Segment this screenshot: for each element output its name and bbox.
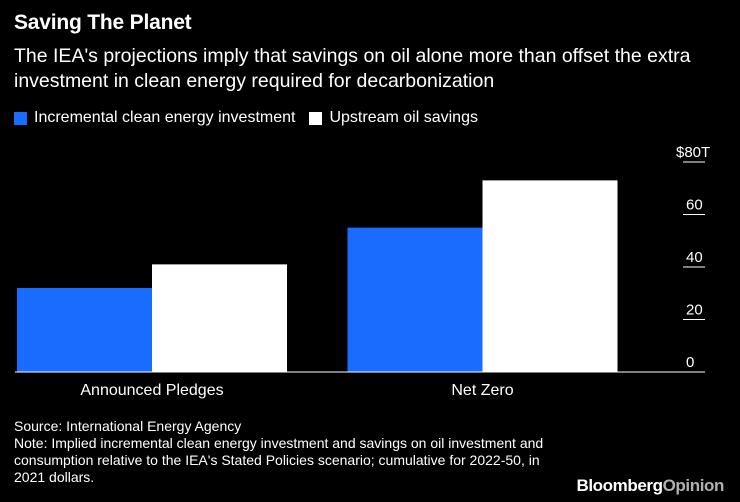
brand-opinion: Opinion [662, 476, 725, 495]
methodology-note: Note: Implied incremental clean energy i… [14, 435, 544, 485]
y-tick-label-80: $80T [676, 144, 710, 161]
y-tick-label-0: 0 [686, 354, 694, 371]
chart-subtitle: The IEA's projections imply that savings… [14, 45, 691, 92]
legend-item-clean-energy: Incremental clean energy investment [14, 109, 295, 127]
legend-swatch-oil-savings [309, 111, 323, 125]
legend-swatch-clean-energy [14, 111, 27, 125]
legend-label-clean-energy: Incremental clean energy investment [34, 109, 296, 126]
bar-clean-energy-net-zero [347, 227, 483, 372]
brand-logo: BloombergOpinion [576, 476, 724, 496]
legend-label-oil-savings: Upstream oil savings [329, 109, 478, 126]
legend-item-oil-savings: Upstream oil savings [309, 109, 478, 127]
footer: Source: International Energy Agency Note… [14, 418, 574, 486]
bar-clean-energy-announced-pledges [17, 288, 152, 372]
chart-title: Saving The Planet [14, 11, 192, 34]
bar-oil-savings-announced-pledges [152, 264, 287, 372]
x-category-label-net-zero: Net Zero [451, 382, 513, 399]
y-tick-label-40: 40 [686, 249, 703, 266]
y-tick-label-60: 60 [686, 197, 703, 214]
bar-oil-savings-net-zero [482, 180, 618, 372]
y-tick-label-20: 20 [686, 302, 703, 319]
legend: Incremental clean energy investment Upst… [14, 109, 492, 127]
x-category-label-announced-pledges: Announced Pledges [80, 382, 223, 399]
bar-chart: 0 20 40 60 $80T Announced Pledges Net Zero [15, 144, 710, 399]
brand-bloomberg: Bloomberg [576, 476, 663, 495]
source-note: Source: International Energy Agency [14, 418, 242, 434]
